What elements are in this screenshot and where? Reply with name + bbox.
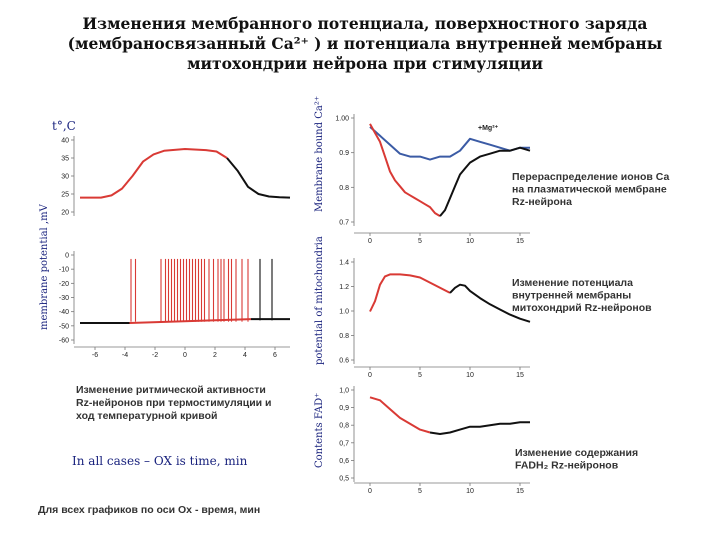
temperature-y-tick-label: 20 bbox=[61, 210, 69, 217]
temperature-y-tick-label: 30 bbox=[61, 174, 69, 181]
ca_bound-caption-line: Перераспределение ионов Са bbox=[512, 171, 669, 183]
mito_potential-x-tick-label: 0 bbox=[368, 372, 372, 379]
mito_potential-y-tick-label: 1.4 bbox=[339, 260, 349, 267]
mito_potential-caption-line: внутренней мембраны bbox=[512, 290, 631, 302]
title-line-1: Изменения мембранного потенциала, поверх… bbox=[82, 14, 648, 33]
membrane_potential-x-tick-label: 6 bbox=[273, 352, 277, 359]
fad-y-tick-label: 0,9 bbox=[339, 405, 349, 412]
fad-caption-line: Изменение содержания bbox=[515, 447, 638, 459]
membrane_potential-x-tick-label: 4 bbox=[243, 352, 247, 359]
title-line-2: (мембраносвязанный Ca²⁺ ) и потенциала в… bbox=[67, 34, 663, 53]
membrane_potential-y-tick-label: -20 bbox=[59, 281, 69, 288]
membrane-potential-label: membrane potential ,mV bbox=[39, 203, 50, 330]
mito_potential-y-tick-label: 1.2 bbox=[339, 284, 349, 291]
temperature-y-tick-label: 25 bbox=[61, 192, 69, 199]
membrane_potential-y-tick-label: -60 bbox=[59, 338, 69, 345]
ca_bound-x-tick-label: 10 bbox=[466, 238, 474, 245]
membrane_potential-y-tick-label: -10 bbox=[59, 267, 69, 274]
mito_potential-y-tick-label: 0.8 bbox=[339, 333, 349, 340]
fad-y-tick-label: 0,7 bbox=[339, 440, 349, 447]
left-caption-line-2: Rz-нейронов при термостимуляции и bbox=[76, 397, 272, 409]
membrane_potential-y-tick-label: 0 bbox=[65, 253, 69, 260]
ca_bound-y-tick-label: 0.7 bbox=[339, 220, 349, 227]
mito_potential-caption-line: Изменение потенциала bbox=[512, 277, 633, 289]
chart-ca_bound: 1.00 0.9 0.8 0.7 0 5 10 15 +Mg²⁺ Перераспределени… bbox=[335, 114, 669, 245]
ca-bound-label: Membrane bound Ca²⁺ bbox=[314, 96, 325, 212]
ca_bound-annotation: +Mg²⁺ bbox=[478, 125, 499, 132]
temp-unit-label: t°,C bbox=[52, 119, 76, 133]
membrane_potential-series-1 bbox=[129, 318, 252, 324]
fad-y-tick-label: 1,0 bbox=[339, 388, 349, 395]
mito_potential-caption-line: митохондрий Rz-нейронов bbox=[512, 302, 652, 314]
membrane_potential-x-tick-label: -6 bbox=[92, 352, 98, 359]
chart-temperature: 40 35 30 25 20 bbox=[61, 136, 291, 217]
mito-potential-label: potential of mitochondria bbox=[314, 236, 325, 365]
chart-mito_potential: 1.4 1.2 1.0 0.8 0.6 0 5 10 15 Изменение потенциал… bbox=[339, 258, 652, 379]
mito_potential-y-tick-label: 0.6 bbox=[339, 358, 349, 365]
temperature-y-tick-label: 35 bbox=[61, 156, 69, 163]
ca_bound-y-tick-label: 0.9 bbox=[339, 150, 349, 157]
left-caption-line-1: Изменение ритмической активности bbox=[76, 384, 266, 396]
membrane_potential-y-tick-label: -40 bbox=[59, 309, 69, 316]
temperature-series-1 bbox=[226, 157, 291, 199]
ca_bound-x-tick-label: 5 bbox=[418, 238, 422, 245]
membrane_potential-x-tick-label: 0 bbox=[183, 352, 187, 359]
mito_potential-x-tick-label: 5 bbox=[418, 372, 422, 379]
membrane_potential-y-tick-label: -50 bbox=[59, 323, 69, 330]
ca_bound-y-tick-label: 1.00 bbox=[335, 116, 349, 123]
ca_bound-caption-line: на плазматической мембране bbox=[512, 184, 667, 196]
x-axis-note-ru: Для всех графиков по оси Ox - время, мин bbox=[38, 504, 260, 516]
fad-x-tick-label: 5 bbox=[418, 488, 422, 495]
mito_potential-series-1 bbox=[449, 283, 531, 323]
membrane_potential-x-tick-label: 2 bbox=[213, 352, 217, 359]
ca_bound-x-tick-label: 0 bbox=[368, 238, 372, 245]
left-caption-line-3: ход температурной кривой bbox=[76, 410, 217, 422]
ca_bound-y-tick-label: 0.8 bbox=[339, 185, 349, 192]
chart-fad: 1,0 0,9 0,8 0,7 0,6 0,5 0 5 10 15 Изменение содерж… bbox=[339, 386, 638, 495]
fad-x-tick-label: 10 bbox=[466, 488, 474, 495]
ca_bound-series-1 bbox=[369, 123, 441, 217]
membrane_potential-y-tick-label: -30 bbox=[59, 295, 69, 302]
x-axis-note-en: In all cases – OX is time, min bbox=[72, 454, 248, 468]
fad-y-tick-label: 0,6 bbox=[339, 458, 349, 465]
mito_potential-x-tick-label: 10 bbox=[466, 372, 474, 379]
chart-membrane_potential: 0-10-20-30-40-50-60-6 -4 -2 0 2 4 6 bbox=[59, 251, 290, 359]
page-title: Изменения мембранного потенциала, поверх… bbox=[40, 14, 690, 74]
ca_bound-caption-line: Rz-нейрона bbox=[512, 196, 572, 208]
fad-series-0 bbox=[369, 396, 431, 434]
temperature-series-0 bbox=[80, 148, 228, 199]
fad-x-tick-label: 15 bbox=[516, 488, 524, 495]
mito_potential-series-0 bbox=[369, 273, 451, 312]
ca_bound-series-2 bbox=[439, 146, 531, 217]
temperature-y-tick-label: 40 bbox=[61, 138, 69, 145]
fad-label: Contents FAD⁺ bbox=[314, 393, 325, 468]
fad-series-1 bbox=[429, 421, 530, 435]
fad-x-tick-label: 0 bbox=[368, 488, 372, 495]
mito_potential-y-tick-label: 1.0 bbox=[339, 309, 349, 316]
membrane_potential-x-tick-label: -4 bbox=[122, 352, 128, 359]
ca_bound-series-0 bbox=[369, 126, 530, 161]
fad-y-tick-label: 0,8 bbox=[339, 423, 349, 430]
membrane_potential-x-tick-label: -2 bbox=[152, 352, 158, 359]
mito_potential-x-tick-label: 15 bbox=[516, 372, 524, 379]
fad-caption-line: FADH₂ Rz-нейронов bbox=[515, 460, 619, 472]
ca_bound-x-tick-label: 15 bbox=[516, 238, 524, 245]
title-line-3: митохондрии нейрона при стимуляции bbox=[187, 54, 543, 73]
fad-y-tick-label: 0,5 bbox=[339, 476, 349, 483]
